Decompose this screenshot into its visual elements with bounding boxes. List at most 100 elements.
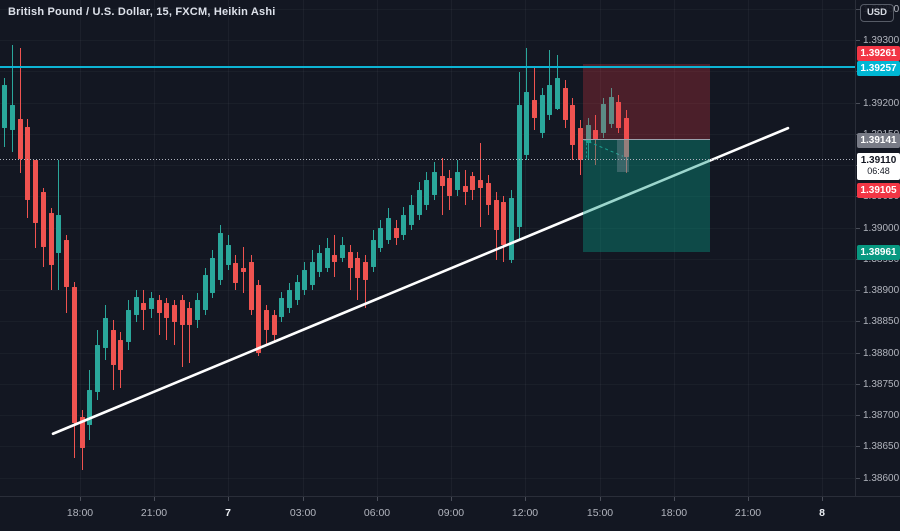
time-tick-mark [377, 497, 378, 501]
candle-body [355, 258, 360, 279]
time-tick-mark [303, 497, 304, 501]
last-price-badge[interactable]: 1.39105 [857, 182, 900, 198]
price-tick-label: 1.38850 [863, 316, 900, 328]
candle-body [218, 233, 223, 280]
price-tick-label: 1.38750 [863, 378, 900, 390]
candle-body [18, 118, 23, 159]
candle-body [547, 85, 552, 115]
candle-body [455, 171, 460, 190]
badge-price-text: 1.39257 [860, 62, 897, 74]
candle-body [103, 318, 108, 349]
candle-body [164, 303, 169, 319]
price-tick-mark [856, 227, 860, 229]
price-tick-mark [856, 383, 860, 385]
candle-body [56, 215, 61, 254]
candle-body [348, 251, 353, 269]
candle-body [570, 105, 575, 145]
candle-body [524, 91, 529, 155]
candle-body [287, 290, 292, 309]
price-tick-mark [856, 321, 860, 323]
candle-body [517, 105, 522, 227]
risk-zone[interactable] [583, 64, 710, 140]
price-tick-label: 1.38900 [863, 285, 900, 296]
candle-body [470, 176, 475, 190]
candle-body [241, 268, 246, 272]
candle-body [64, 240, 69, 287]
candle-body [180, 300, 185, 325]
candle-body [2, 85, 7, 129]
time-tick-mark [822, 497, 823, 501]
badge-countdown-text: 06:48 [867, 166, 890, 176]
candle-body [226, 245, 231, 265]
candle-body [363, 261, 368, 280]
candle-body [401, 215, 406, 235]
time-tick-label: 7 [225, 507, 231, 519]
badge-price-text: 1.39141 [860, 134, 897, 146]
reward-zone[interactable] [583, 139, 710, 252]
current-price-badge[interactable]: 1.39110 06:48 [857, 152, 900, 180]
candle-body [616, 101, 621, 129]
price-tick-mark [856, 352, 860, 354]
candle-body [256, 285, 261, 354]
time-tick-mark [228, 497, 229, 501]
candle-body [509, 198, 514, 260]
candle-body [310, 261, 315, 285]
candle-body [10, 105, 15, 130]
entry-line[interactable] [583, 139, 710, 141]
candle-body [371, 240, 376, 267]
candle-body [409, 205, 414, 225]
price-chart-pane[interactable]: British Pound / U.S. Dollar, 15, FXCM, H… [0, 0, 855, 496]
currency-toggle-button[interactable]: USD [859, 4, 894, 22]
candle-body [494, 200, 499, 230]
candle-body [233, 263, 238, 284]
candle-body [272, 315, 277, 335]
time-tick-label: 18:00 [66, 507, 94, 519]
candle-body [394, 228, 399, 239]
candle-body [33, 160, 38, 224]
badge-price-text: 1.39110 [860, 155, 897, 166]
candle-body [134, 296, 139, 315]
candle-body [149, 298, 154, 309]
candle-body [501, 201, 506, 245]
badge-price-text: 1.38961 [860, 246, 897, 258]
candle-body [249, 261, 254, 310]
candle-body [440, 176, 445, 187]
candle-body [195, 300, 200, 320]
candles-layer [2, 45, 629, 470]
candle-body [386, 218, 391, 240]
time-axis[interactable]: 18:00 21:00 7 03:00 06:00 09:00 12:00 15:00 18:0… [0, 496, 900, 531]
horizontal-level-line[interactable] [0, 65, 855, 68]
time-tick-mark [451, 497, 452, 501]
candle-wick [534, 68, 535, 130]
time-tick-label: 18:00 [660, 507, 688, 519]
candle-body [187, 308, 192, 325]
time-tick-label: 03:00 [289, 507, 317, 519]
candle-body [41, 191, 46, 247]
candle-body [478, 180, 483, 189]
price-axis[interactable]: 1.393501.393001.392501.392001.391501.391… [855, 0, 900, 496]
price-tick-mark [856, 415, 860, 416]
candle-body [424, 180, 429, 205]
candle-body [563, 88, 568, 120]
time-tick-label: 21:00 [140, 507, 168, 519]
time-tick-label: 12:00 [511, 507, 539, 519]
candle-body [325, 248, 330, 269]
price-tick-label: 1.39300 [863, 35, 900, 46]
time-tick-mark [600, 497, 601, 501]
stop-price-badge[interactable]: 1.39261 [857, 45, 900, 61]
price-tick-mark [856, 40, 860, 41]
candle-body [332, 255, 337, 262]
badge-price-text: 1.39105 [860, 184, 897, 196]
candle-body [540, 95, 545, 134]
candle-body [340, 245, 345, 259]
candle-wick [442, 158, 443, 215]
price-tick-label: 1.39200 [863, 97, 900, 109]
target-price-badge[interactable]: 1.38961 [857, 244, 900, 260]
level-price-badge[interactable]: 1.39257 [857, 60, 900, 76]
time-tick-label: 21:00 [734, 507, 762, 519]
candle-body [210, 258, 215, 294]
lastbar-highlight [617, 139, 629, 172]
entry-price-badge[interactable]: 1.39141 [857, 132, 900, 148]
candle-body [87, 390, 92, 425]
